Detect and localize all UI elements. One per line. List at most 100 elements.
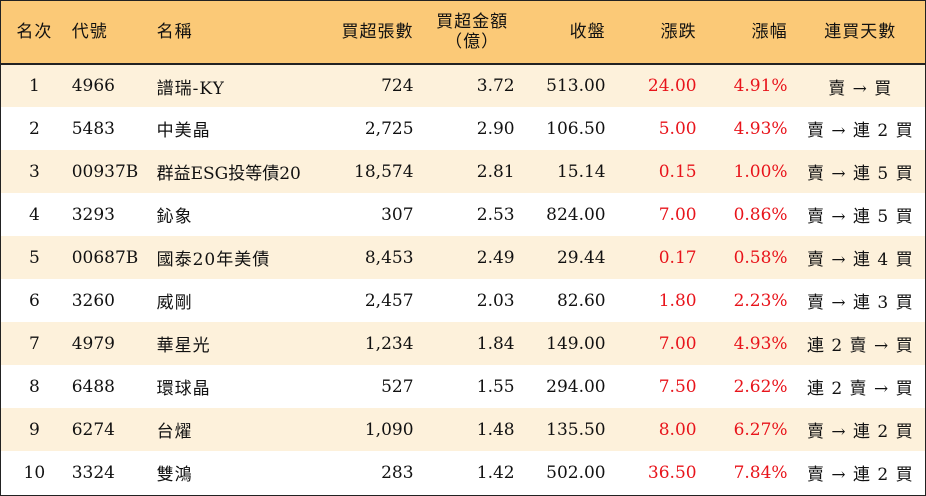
header-net-buy-amount-line1: 買超金額	[436, 12, 509, 32]
cell-consecutive-days: 賣 → 連 3 買	[806, 293, 914, 313]
cell-change-pct: 4.93%	[733, 333, 788, 354]
cell-code: 00937B	[71, 161, 139, 182]
cell-name: 環球晶	[156, 379, 211, 399]
cell-name: 群益ESG投等債20	[156, 164, 301, 184]
cell-close: 106.50	[546, 118, 606, 139]
cell-name: 中美晶	[156, 121, 211, 141]
table-header-row: 名次 代號 名稱 買超張數 買超金額 （億） 收盤 漲跌 漲幅 連買天數	[1, 1, 925, 64]
cell-net-buy-lots: 283	[381, 462, 414, 483]
cell-rank: 8	[28, 376, 40, 397]
cell-name: 譜瑞-KY	[150, 63, 323, 107]
cell-net-buy-lots: 2,725	[364, 118, 414, 139]
cell-net-buy-amount: 1.55	[476, 376, 515, 397]
cell-name: 雙鴻	[156, 465, 193, 485]
cell-close: 294.00	[546, 376, 606, 397]
cell-change-pct: 0.86%	[733, 204, 788, 225]
cell-consecutive-days: 賣 → 連 4 買	[806, 250, 914, 270]
table-row: 3 00937B 群益ESG投等債20 18,574 2.81 15.14 0.…	[1, 150, 925, 193]
cell-net-buy-amount: 2.90	[476, 118, 515, 139]
cell-name: 威剛	[156, 293, 193, 313]
cell-rank: 1	[1, 63, 68, 107]
cell-code: 00687B	[71, 247, 139, 268]
cell-net-buy-lots: 724	[322, 63, 422, 107]
cell-name: 台燿	[156, 422, 193, 442]
cell-net-buy-amount: 1.48	[476, 419, 515, 440]
cell-net-buy-lots: 1,234	[364, 333, 414, 354]
cell-net-buy-amount: 3.72	[421, 63, 523, 107]
cell-consecutive-days: 賣 → 連 2 買	[806, 422, 914, 442]
cell-consecutive-days: 賣 → 連 5 買	[806, 164, 914, 184]
cell-net-buy-lots: 1,090	[364, 419, 414, 440]
table-row: 6 3260 威剛 2,457 2.03 82.60 1.80 2.23% 賣 …	[1, 279, 925, 322]
cell-change-pct: 4.93%	[733, 118, 788, 139]
cell-code: 4966	[67, 63, 151, 107]
header-rank: 名次	[16, 22, 53, 42]
table-row: 4 3293 鈊象 307 2.53 824.00 7.00 0.86% 賣 →…	[1, 193, 925, 236]
cell-net-buy-amount: 1.84	[476, 333, 515, 354]
cell-change: 7.00	[658, 333, 697, 354]
cell-net-buy-lots: 8,453	[364, 247, 414, 268]
cell-change-pct: 0.58%	[733, 247, 788, 268]
cell-consecutive-days: 連 2 賣 → 買	[806, 336, 914, 356]
cell-net-buy-lots: 18,574	[354, 161, 414, 182]
table-row: 5 00687B 國泰20年美債 8,453 2.49 29.44 0.17 0…	[1, 236, 925, 279]
table-row: 10 3324 雙鴻 283 1.42 502.00 36.50 7.84% 賣…	[1, 451, 925, 494]
cell-code: 6274	[71, 419, 115, 440]
cell-net-buy-amount: 2.03	[476, 290, 515, 311]
table-row: 1 4966 譜瑞-KY 724 3.72 513.00 24.00 4.91%…	[1, 63, 925, 107]
cell-close: 824.00	[546, 204, 606, 225]
cell-change: 24.00	[613, 63, 705, 107]
cell-rank: 5	[28, 247, 40, 268]
cell-change-pct: 6.27%	[733, 419, 788, 440]
cell-name: 華星光	[156, 336, 211, 356]
cell-rank: 3	[28, 161, 40, 182]
cell-net-buy-amount: 1.42	[476, 462, 515, 483]
cell-change: 8.00	[658, 419, 697, 440]
header-name: 名稱	[156, 22, 193, 42]
cell-change-pct: 4.91%	[704, 63, 796, 107]
cell-change-pct: 2.62%	[733, 376, 788, 397]
cell-close: 15.14	[556, 161, 606, 182]
cell-change: 0.17	[658, 247, 697, 268]
header-code: 代號	[71, 22, 108, 42]
table-row: 8 6488 環球晶 527 1.55 294.00 7.50 2.62% 連 …	[1, 365, 925, 408]
cell-code: 6488	[71, 376, 115, 397]
cell-name: 鈊象	[156, 207, 193, 227]
cell-close: 29.44	[556, 247, 606, 268]
cell-close: 502.00	[546, 462, 606, 483]
cell-code: 3324	[71, 462, 115, 483]
header-net-buy-amount: 買超金額 （億）	[422, 1, 523, 64]
cell-close: 82.60	[556, 290, 606, 311]
cell-rank: 6	[28, 290, 40, 311]
cell-rank: 2	[28, 118, 40, 139]
cell-change: 36.50	[647, 462, 697, 483]
cell-close: 513.00	[522, 63, 614, 107]
cell-close: 135.50	[546, 419, 606, 440]
cell-rank: 7	[28, 333, 40, 354]
header-net-buy-lots: 買超張數	[341, 22, 414, 42]
header-net-buy-amount-line2: （億）	[445, 32, 500, 52]
table-row: 2 5483 中美晶 2,725 2.90 106.50 5.00 4.93% …	[1, 107, 925, 150]
cell-net-buy-amount: 2.53	[476, 204, 515, 225]
cell-consecutive-days: 賣 → 連 5 買	[806, 207, 914, 227]
cell-rank: 10	[23, 462, 46, 483]
cell-code: 4979	[71, 333, 115, 354]
cell-code: 5483	[71, 118, 115, 139]
cell-net-buy-lots: 307	[381, 204, 414, 225]
cell-net-buy-amount: 2.81	[476, 161, 515, 182]
cell-net-buy-amount: 2.49	[476, 247, 515, 268]
header-close: 收盤	[569, 22, 606, 42]
cell-change: 0.15	[658, 161, 697, 182]
cell-consecutive-days: 賣 → 連 2 買	[806, 465, 914, 485]
cell-change: 5.00	[658, 118, 697, 139]
cell-close: 149.00	[546, 333, 606, 354]
cell-code: 3260	[71, 290, 115, 311]
header-consecutive-days: 連買天數	[824, 22, 897, 42]
header-change: 漲跌	[660, 22, 697, 42]
cell-change-pct: 1.00%	[733, 161, 788, 182]
cell-net-buy-lots: 2,457	[364, 290, 414, 311]
cell-change-pct: 2.23%	[733, 290, 788, 311]
cell-rank: 9	[28, 419, 40, 440]
